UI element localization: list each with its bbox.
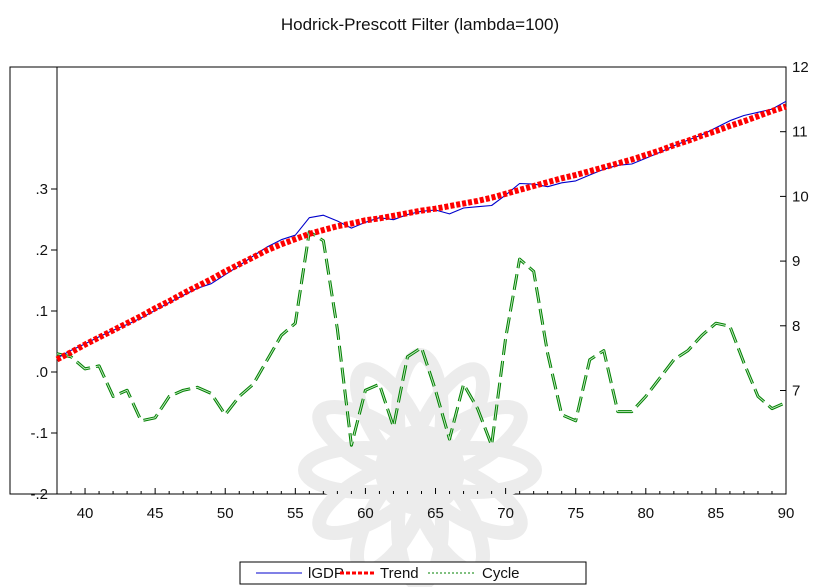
right-tick-label: 8 (792, 318, 800, 335)
axis-ticks (51, 66, 787, 495)
legend-box (239, 561, 587, 585)
x-axis-labels: 40 45 50 55 60 65 70 75 80 85 90 (77, 505, 795, 522)
x-tick-label: 50 (217, 505, 234, 522)
series-line-cycle-inner (56, 230, 787, 446)
watermark-emblem (298, 348, 542, 587)
x-tick-label: 85 (708, 505, 725, 522)
x-tick-label: 75 (567, 505, 584, 522)
x-tick-label: 55 (287, 505, 304, 522)
chart-title: Hodrick-Prescott Filter (lambda=100) (281, 15, 559, 34)
x-tick-label: 60 (357, 505, 374, 522)
legend-label-lgdp: lGDP (308, 565, 344, 582)
right-tick-label: 11 (792, 124, 808, 141)
right-tick-label: 10 (792, 188, 809, 205)
x-tick-label: 45 (147, 505, 164, 522)
left-tick-label: .2 (35, 242, 48, 259)
right-tick-label: 9 (792, 253, 800, 270)
series-layer (55, 100, 787, 447)
right-tick-label: 7 (792, 382, 800, 399)
x-tick-label: 65 (427, 505, 444, 522)
legend: lGDP Trend Cycle (239, 561, 587, 585)
right-tick-label: 12 (792, 59, 809, 76)
x-tick-label: 90 (778, 505, 795, 522)
left-tick-label: -.1 (30, 425, 48, 442)
legend-label-cycle: Cycle (482, 565, 520, 582)
left-tick-label: .1 (35, 303, 48, 320)
x-tick-label: 70 (497, 505, 514, 522)
x-tick-label: 80 (637, 505, 654, 522)
left-tick-label: .0 (35, 364, 48, 381)
legend-label-trend: Trend (380, 565, 419, 582)
left-tick-label: .3 (35, 181, 48, 198)
left-tick-label: -.2 (30, 486, 48, 503)
x-tick-label: 40 (77, 505, 94, 522)
left-axis-labels: .3 .2 .1 .0 -.1 -.2 (30, 181, 48, 503)
right-axis-labels: 12 11 10 9 8 7 (792, 59, 809, 399)
series-line-lgdp (56, 100, 787, 359)
series-line-trend (55, 103, 787, 363)
